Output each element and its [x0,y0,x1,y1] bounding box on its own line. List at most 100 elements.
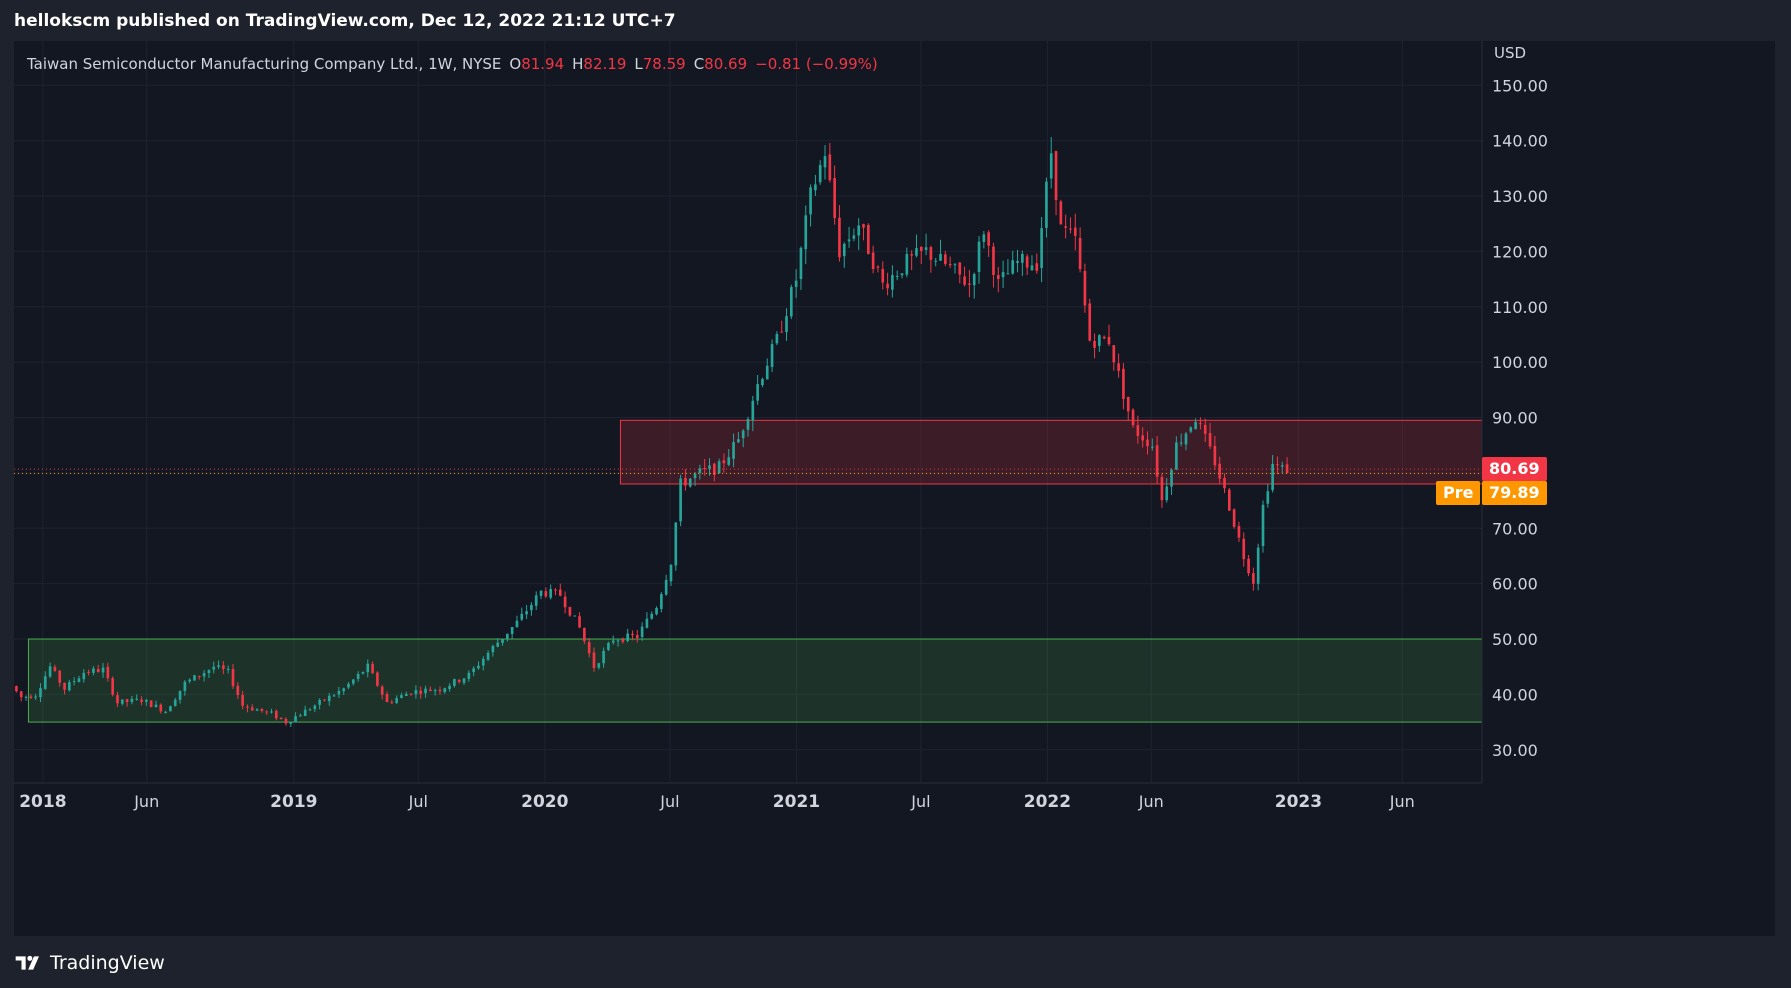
y-axis-unit-label: USD [1494,44,1526,62]
candle-down [558,589,562,596]
candle-down [419,690,423,694]
candle-up [303,709,307,716]
candle-up [852,235,856,239]
candle-up [1261,504,1265,547]
y-tick-label: 60.00 [1492,575,1538,594]
candle-up [1040,228,1043,269]
candle-up [1011,260,1015,274]
candle-up [520,613,524,620]
candle-down [1093,340,1096,348]
candle-up [1021,254,1024,263]
candle-down [96,669,100,672]
candle-up [809,187,812,215]
candle-down [29,696,33,698]
candle-down [563,596,567,608]
publish-header: hellokscm published on TradingView.com, … [14,11,676,31]
candle-up [905,254,909,275]
x-tick-label: 2022 [1024,792,1071,812]
candle-up [1165,486,1169,501]
candle-up [818,165,822,183]
candle-down [722,460,726,464]
candle-down [1112,345,1116,363]
candle-up [737,439,740,443]
chart-panel[interactable]: 30.0040.0050.0060.0070.0080.0090.00100.0… [14,41,1775,936]
candle-down [376,672,379,686]
candle-down [583,627,586,642]
candle-layer [15,137,1289,727]
candle-down [910,254,913,256]
candle-up [842,243,846,257]
candle-down [1059,201,1063,225]
candle-up [337,690,341,695]
candle-up [679,478,682,522]
candle-down [544,591,548,597]
candle-up [217,665,220,667]
candle-down [944,254,947,264]
candle-up [775,333,779,344]
candle-up [1016,261,1019,263]
candle-up [727,457,731,465]
candle-down [1126,396,1130,412]
candle-up [424,688,427,694]
x-tick-label: 2018 [19,792,66,812]
candle-down [992,246,995,275]
candle-down [1083,271,1087,306]
candle-down [1107,336,1111,345]
candle-down [140,699,143,703]
candle-up [501,639,504,643]
candle-down [963,276,966,285]
candle-down [1237,525,1241,538]
price-chart[interactable]: 30.0040.0050.0060.0070.0080.0090.00100.0… [14,41,1775,936]
y-tick-label: 150.00 [1492,76,1548,95]
candle-down [1073,227,1077,236]
y-tick-label: 130.00 [1492,187,1548,206]
candle-down [260,708,264,711]
candle-down [996,275,1000,279]
candle-down [1242,538,1246,560]
open-value: 81.94 [521,55,565,73]
candle-down [231,669,235,687]
candle-down [390,702,394,704]
candle-up [34,696,37,698]
candle-up [68,682,71,691]
tradingview-logo[interactable]: TradingView [14,950,165,976]
candle-down [58,670,62,683]
candle-down [635,635,639,638]
candle-up [708,465,711,469]
candle-down [568,606,572,616]
y-tick-label: 50.00 [1492,630,1538,649]
candle-up [616,640,620,642]
candle-up [626,633,629,642]
high-key: H [572,55,584,73]
candle-down [159,704,163,712]
candle-up [717,461,721,474]
candle-up [188,679,192,682]
candle-up [453,679,456,686]
candle-up [732,442,735,459]
x-tick-label: Jul [408,792,428,811]
symbol-legend: Taiwan Semiconductor Manufacturing Compa… [27,55,878,73]
candle-up [857,225,861,236]
candle-down [1064,226,1067,228]
candle-up [607,642,610,650]
candle-up [895,275,899,277]
candle-up [746,419,750,430]
x-tick-label: 2021 [773,792,820,812]
candle-down [1102,336,1106,339]
candle-down [1122,368,1125,399]
candle-up [789,287,793,317]
candle-up [270,711,273,713]
candle-down [886,283,889,289]
candle-up [145,699,148,702]
candle-down [958,262,962,275]
candle-down [265,711,269,713]
candle-down [587,642,591,654]
candle-down [1276,464,1279,466]
candle-up [477,665,480,669]
candle-down [1252,573,1255,584]
candle-up [794,280,798,287]
candle-down [1146,439,1149,447]
candle-up [1006,273,1010,275]
candle-up [1045,181,1048,228]
candle-up [785,316,788,333]
